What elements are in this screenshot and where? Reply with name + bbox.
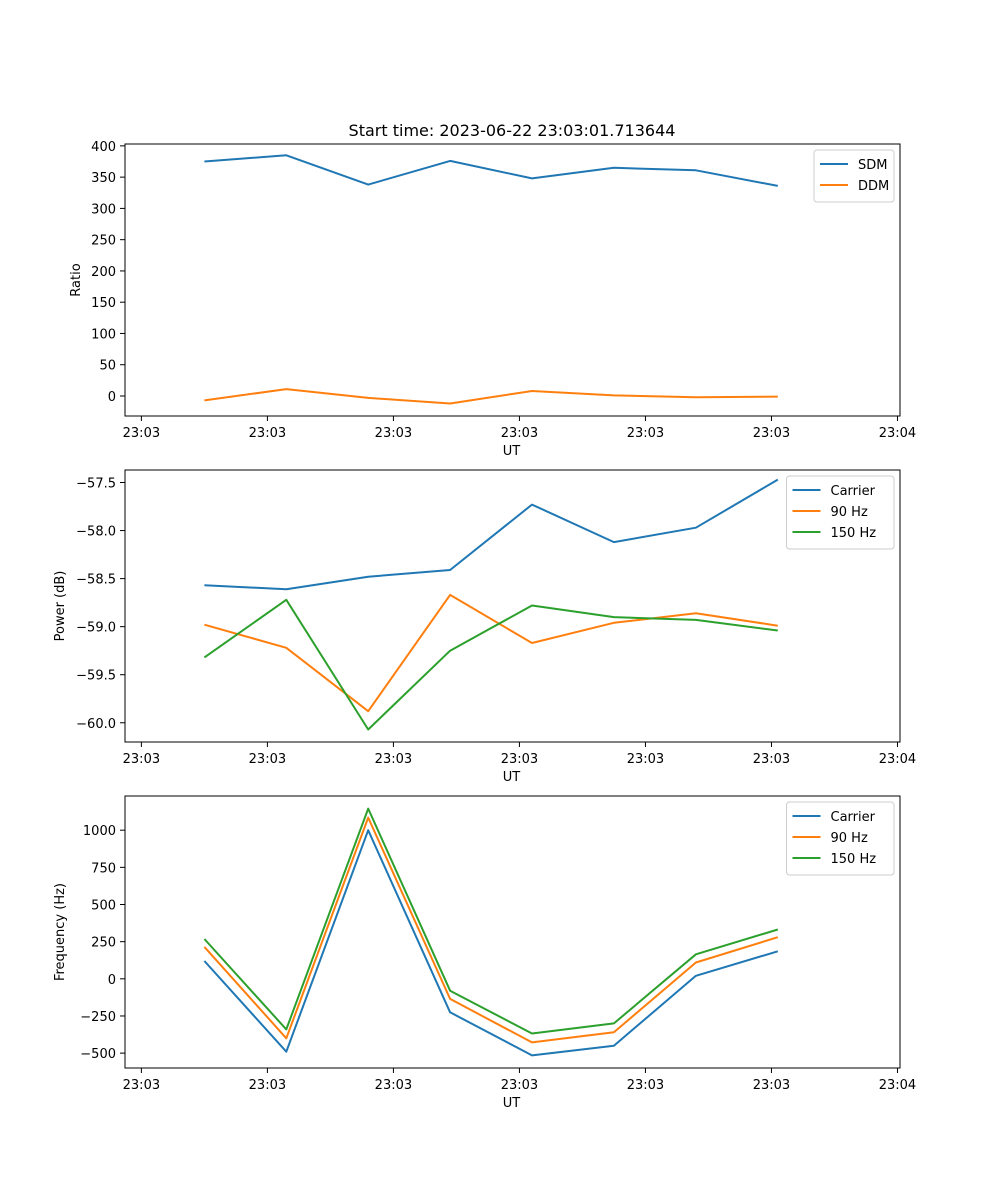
x-tick-label: 23:03	[501, 426, 538, 441]
subplot-3: 23:03 23:03 23:03 23:03 23:03 23:03 23:04 −500 −…	[53, 795, 916, 1111]
y-tick-label: 350	[91, 171, 116, 186]
legend-label: Carrier	[831, 484, 876, 499]
series-line-ddm	[204, 388, 778, 405]
y-tick-label: 0	[108, 390, 116, 405]
legend-frame	[786, 801, 895, 876]
y-tick-label: −58.5	[76, 573, 116, 588]
x-tick-label: 23:03	[627, 1078, 664, 1093]
y-tick-label: −57.5	[76, 476, 116, 491]
legend: Carrier 90 Hz 150 Hz	[786, 475, 895, 550]
y-tick-label: 1000	[83, 824, 116, 839]
legend-label: Carrier	[831, 810, 876, 825]
legend-label: 150 Hz	[831, 526, 877, 541]
x-tick-label: 23:03	[375, 426, 412, 441]
x-tick-label: 23:03	[249, 426, 286, 441]
legend: Carrier 90 Hz 150 Hz	[786, 801, 895, 876]
y-tick-label: 0	[108, 973, 116, 988]
axes-frame	[124, 469, 901, 743]
legend-label: 150 Hz	[831, 852, 877, 867]
x-tick-label: 23:03	[501, 752, 538, 767]
x-tick-label: 23:03	[627, 426, 664, 441]
y-tick-label: −59.0	[76, 621, 116, 636]
x-tick-label: 23:03	[753, 752, 790, 767]
x-tick-label: 23:03	[753, 426, 790, 441]
x-tick-label: 23:04	[879, 426, 916, 441]
x-tick-label: 23:03	[375, 752, 412, 767]
x-tick-label: 23:03	[123, 1078, 160, 1093]
x-axis-label: UT	[503, 444, 521, 459]
legend-label: SDM	[858, 158, 887, 173]
x-tick-label: 23:03	[753, 1078, 790, 1093]
x-tick-label: 23:04	[879, 1078, 916, 1093]
y-axis-label: Power (dB)	[53, 571, 68, 642]
legend: SDM DDM	[813, 149, 895, 203]
x-tick-label: 23:03	[123, 426, 160, 441]
x-tick-label: 23:03	[123, 752, 160, 767]
subplot-1: 23:03 23:03 23:03 23:03 23:03 23:03 23:04 0 50 10…	[69, 140, 916, 459]
y-tick-label: 250	[91, 936, 116, 951]
y-tick-label: −59.5	[76, 669, 116, 684]
legend-label: 90 Hz	[831, 831, 868, 846]
y-tick-label: 500	[91, 899, 116, 914]
x-axis-label: UT	[503, 770, 521, 785]
y-tick-label: 300	[91, 202, 116, 217]
series-line-150-hz	[203, 598, 778, 731]
y-tick-label: 100	[91, 327, 116, 342]
y-tick-label: −500	[80, 1047, 116, 1062]
x-tick-label: 23:04	[879, 752, 916, 767]
y-tick-label: 150	[91, 296, 116, 311]
y-tick-label: −60.0	[76, 717, 116, 732]
series-line-carrier	[204, 478, 779, 591]
x-tick-label: 23:03	[249, 1078, 286, 1093]
y-tick-label: −250	[80, 1010, 116, 1025]
y-axis-label: Ratio	[69, 263, 84, 296]
plots-group: 23:03 23:03 23:03 23:03 23:03 23:03 23:04 0 50 10…	[53, 140, 916, 1111]
y-tick-label: 250	[91, 234, 116, 249]
x-tick-label: 23:03	[501, 1078, 538, 1093]
legend-label: 90 Hz	[831, 505, 868, 520]
legend-frame	[786, 475, 895, 550]
y-tick-label: −58.0	[76, 525, 116, 540]
y-tick-label: 50	[99, 359, 116, 374]
figure-title: Start time: 2023-06-22 23:03:01.713644	[349, 121, 676, 140]
subplot-2: 23:03 23:03 23:03 23:03 23:03 23:03 23:04 −60.0…	[53, 469, 916, 785]
series-line-90-hz	[203, 816, 779, 1044]
y-tick-label: 200	[91, 265, 116, 280]
series-line-carrier	[203, 829, 779, 1057]
series-line-sdm	[204, 154, 778, 187]
x-tick-label: 23:03	[249, 752, 286, 767]
axes-frame	[124, 143, 901, 417]
y-tick-label: 400	[91, 140, 116, 155]
x-tick-label: 23:03	[627, 752, 664, 767]
series-line-90-hz	[204, 593, 778, 713]
legend-label: DDM	[858, 179, 889, 194]
y-axis-label: Frequency (Hz)	[53, 883, 68, 981]
x-tick-label: 23:03	[375, 1078, 412, 1093]
axes-frame	[124, 795, 901, 1069]
series-line-150-hz	[203, 807, 779, 1035]
y-tick-label: 750	[91, 861, 116, 876]
x-axis-label: UT	[503, 1096, 521, 1111]
